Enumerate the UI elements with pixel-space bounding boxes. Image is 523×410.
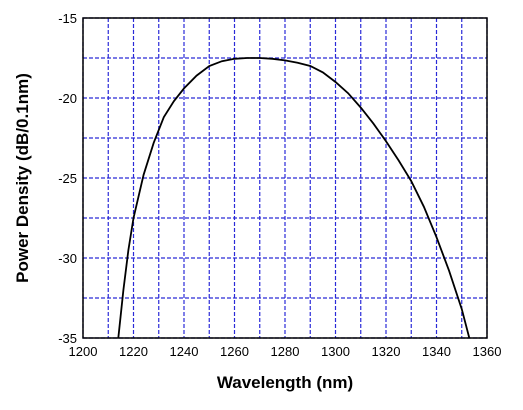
x-tick-label: 1220	[119, 344, 148, 359]
x-tick-label: 1320	[372, 344, 401, 359]
x-tick-label: 1240	[170, 344, 199, 359]
x-tick-label: 1300	[321, 344, 350, 359]
y-tick-label: -30	[58, 251, 77, 266]
y-tick-label: -15	[58, 11, 77, 26]
x-tick-label: 1260	[220, 344, 249, 359]
y-tick-label: -35	[58, 331, 77, 346]
y-tick-label: -20	[58, 91, 77, 106]
x-axis-label: Wavelength (nm)	[217, 373, 353, 392]
y-tick-label: -25	[58, 171, 77, 186]
x-tick-label: 1360	[473, 344, 502, 359]
y-axis-label: Power Density (dB/0.1nm)	[13, 73, 32, 283]
plot-frame	[82, 17, 488, 339]
x-tick-label: 1340	[422, 344, 451, 359]
x-tick-label: 1280	[271, 344, 300, 359]
data-line	[117, 57, 471, 339]
x-tick-label: 1200	[69, 344, 98, 359]
